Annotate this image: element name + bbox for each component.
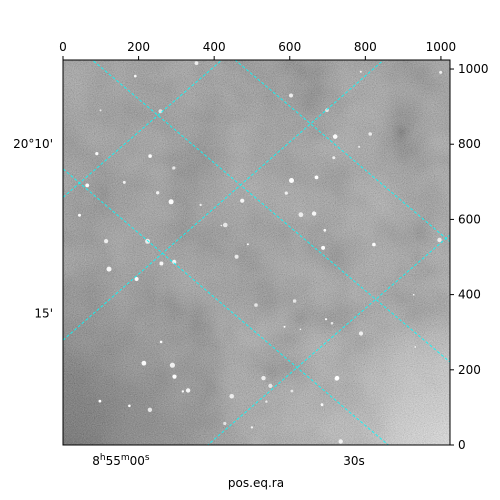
star xyxy=(134,277,139,281)
star xyxy=(372,242,376,247)
star-field xyxy=(78,61,443,444)
star xyxy=(338,439,343,444)
star xyxy=(168,199,174,205)
star xyxy=(122,180,126,184)
ra-tick-label: 30s xyxy=(343,454,365,468)
star xyxy=(292,299,297,303)
dec-world-axis: 20°10' 15' xyxy=(13,137,53,320)
star xyxy=(321,245,326,250)
star xyxy=(98,399,102,403)
star xyxy=(314,175,319,180)
ra-grid-line xyxy=(63,168,390,445)
star xyxy=(290,389,294,393)
star xyxy=(223,222,228,228)
star xyxy=(181,390,185,393)
top-tick-label: 1000 xyxy=(426,40,457,54)
star xyxy=(439,70,443,74)
star xyxy=(268,383,273,388)
right-tick-label: 800 xyxy=(458,137,481,151)
star xyxy=(299,328,302,331)
star xyxy=(169,362,175,368)
star xyxy=(311,211,317,216)
top-tick-label: 0 xyxy=(59,40,67,54)
image-panel xyxy=(63,60,450,445)
star xyxy=(320,403,324,407)
star xyxy=(437,237,442,243)
star xyxy=(332,156,336,160)
ra-grid-line xyxy=(234,60,450,243)
star xyxy=(229,394,234,399)
star xyxy=(185,388,191,393)
ra-world-axis: 8h55m00s 30s xyxy=(92,453,365,468)
dec-tick-label: 20°10' xyxy=(13,137,53,151)
star xyxy=(148,154,152,158)
star xyxy=(78,213,81,217)
star xyxy=(261,375,266,381)
top-tick-label: 200 xyxy=(127,40,150,54)
star xyxy=(283,325,286,328)
star xyxy=(106,266,112,272)
star xyxy=(99,109,102,112)
star xyxy=(159,261,164,266)
star xyxy=(324,318,328,321)
dec-tick-label: 15' xyxy=(34,306,53,320)
star xyxy=(250,426,254,429)
star xyxy=(359,70,362,73)
star xyxy=(220,224,223,227)
top-tick-label: 400 xyxy=(203,40,226,54)
star xyxy=(323,228,327,232)
star xyxy=(284,191,288,195)
star xyxy=(156,191,160,195)
star xyxy=(223,421,227,426)
star xyxy=(172,166,176,170)
star xyxy=(330,321,334,325)
dec-grid-line xyxy=(206,234,450,445)
ra-grid-line xyxy=(91,60,450,363)
star xyxy=(147,407,153,412)
x-axis-label: pos.eq.ra xyxy=(228,476,284,490)
star xyxy=(358,145,361,148)
star xyxy=(104,239,109,244)
star xyxy=(289,93,293,98)
star xyxy=(412,293,415,296)
right-tick-label: 400 xyxy=(458,288,481,302)
right-tick-label: 200 xyxy=(458,363,481,377)
star xyxy=(334,375,340,381)
star xyxy=(95,152,99,156)
ra-tick-label: 8h55m00s xyxy=(92,453,150,468)
star xyxy=(199,203,202,207)
star xyxy=(128,404,131,408)
star xyxy=(332,134,338,139)
star xyxy=(298,212,304,218)
star xyxy=(368,132,373,136)
star xyxy=(240,198,245,203)
star xyxy=(234,254,239,259)
star xyxy=(358,331,364,336)
right-tick-label: 0 xyxy=(458,438,466,452)
coordinate-grid xyxy=(63,60,450,445)
top-tick-label: 800 xyxy=(354,40,377,54)
star xyxy=(414,346,417,348)
star xyxy=(85,183,90,188)
star xyxy=(134,74,137,78)
plot-frame xyxy=(62,59,451,446)
right-tick-label: 1000 xyxy=(458,62,489,76)
top-pixel-axis: 0 200 400 600 800 1000 xyxy=(59,40,456,60)
right-tick-label: 600 xyxy=(458,212,481,226)
star xyxy=(172,259,177,264)
star xyxy=(254,303,258,307)
star xyxy=(141,360,147,366)
right-pixel-axis: 0 200 400 600 800 1000 xyxy=(450,62,489,452)
star xyxy=(265,400,268,403)
star xyxy=(194,61,199,65)
top-tick-label: 600 xyxy=(278,40,301,54)
star xyxy=(159,340,163,344)
star xyxy=(246,243,249,246)
star xyxy=(289,178,294,183)
star xyxy=(172,374,177,379)
